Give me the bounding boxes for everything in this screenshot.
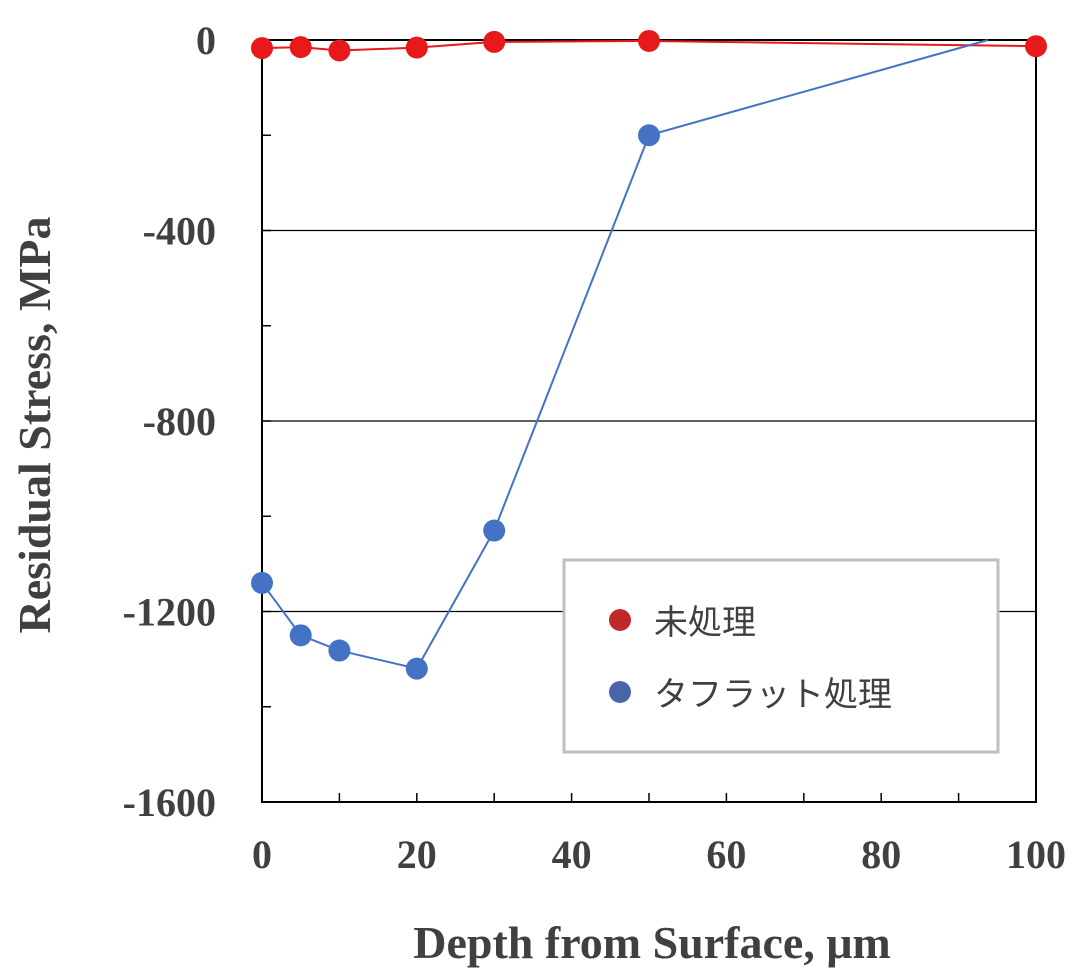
y-tick-labels: 0 -400 -800 -1200 -1600: [123, 18, 216, 825]
data-point: [289, 624, 312, 647]
data-point: [638, 29, 660, 52]
x-tick-label: 0: [252, 832, 272, 877]
x-tick-label: 80: [861, 832, 901, 877]
gridlines: [262, 229, 1036, 613]
legend-box: [562, 558, 1000, 754]
data-point: [1025, 35, 1047, 58]
data-point: [483, 30, 506, 53]
y-tick-label: -1600: [123, 780, 216, 825]
data-point: [405, 657, 428, 680]
data-point: [289, 36, 312, 59]
x-tick-label: 60: [706, 832, 746, 877]
data-point: [328, 39, 351, 62]
legend-marker-tuftride: [609, 681, 631, 703]
x-axis-title: Depth from Surface, μm: [413, 917, 890, 968]
data-point: [251, 571, 273, 594]
series-1: [251, 39, 989, 680]
y-tick-label: -400: [143, 209, 216, 254]
y-tick-label: -800: [143, 399, 216, 444]
x-tick-label: 100: [1006, 832, 1066, 877]
legend-label-tuftride: タフラット処理: [654, 675, 892, 715]
y-tick-label: -1200: [123, 590, 216, 635]
series-layer: [251, 29, 1047, 680]
x-tick-labels: 0 20 40 60 80 100: [252, 832, 1066, 877]
data-point: [483, 519, 506, 542]
y-tick-label: 0: [196, 18, 216, 63]
x-tick-label: 40: [552, 832, 592, 877]
legend: 未処理 タフラット処理: [562, 558, 1000, 754]
x-tick-label: 20: [397, 832, 437, 877]
series-0: [251, 29, 1047, 62]
legend-label-untreated: 未処理: [654, 603, 756, 643]
data-point: [251, 37, 273, 60]
data-point: [405, 36, 428, 59]
y-axis-title: Residual Stress, MPa: [9, 217, 60, 634]
data-point: [328, 639, 351, 662]
data-point: [638, 124, 660, 147]
legend-marker-untreated: [609, 609, 631, 631]
